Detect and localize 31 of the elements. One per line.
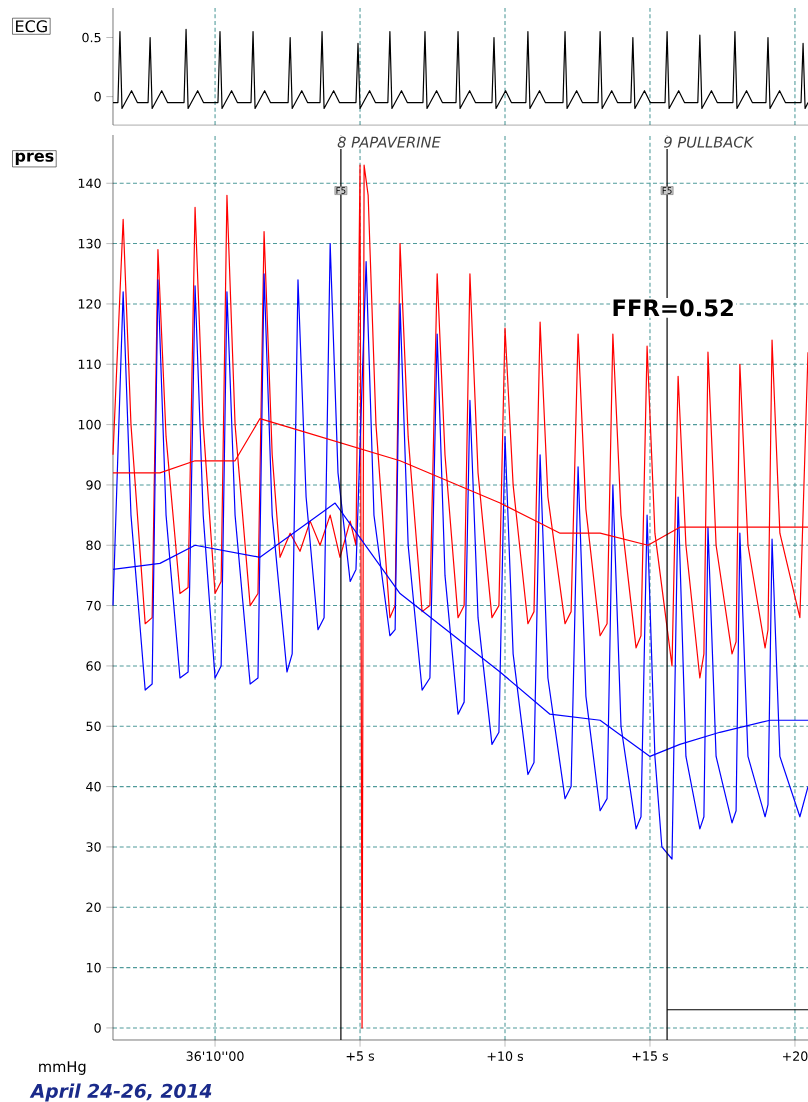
text: April 24-26, 2014: [29, 1083, 212, 1102]
y-tick-label: 0.5: [82, 32, 101, 43]
y-tick-label: 60: [86, 661, 101, 671]
ref-line-label: 8 PAPAVERINE: [337, 136, 441, 148]
x-tick-label: 36'10''00: [186, 1051, 244, 1061]
annotation: F5: [662, 187, 672, 194]
annotation: FFR=0.52: [613, 299, 733, 317]
y-tick-label: 100: [78, 419, 101, 430]
ref-line-label: 9 PULLBACK: [664, 136, 755, 148]
y-tick-label: 0: [94, 91, 101, 102]
y-tick-label: 90: [86, 480, 101, 490]
text: mmHg: [39, 1061, 86, 1075]
y-tick-label: 120: [78, 299, 101, 309]
y-tick-label: 10: [86, 962, 101, 973]
x-tick-label: +5 s: [346, 1051, 375, 1061]
x-tick-label: +15 s: [632, 1051, 669, 1061]
y-axis-title: ECG: [16, 20, 47, 33]
y-tick-label: 130: [78, 238, 101, 249]
y-tick-label: 140: [78, 178, 101, 189]
y-tick-label: 80: [86, 540, 101, 551]
annotation: F5: [336, 187, 346, 194]
y-axis-title: pres: [15, 152, 54, 165]
x-tick-label: +20: [782, 1051, 808, 1061]
y-tick-label: 30: [86, 842, 101, 852]
x-tick-label: +10 s: [487, 1051, 524, 1061]
y-tick-label: 50: [86, 721, 101, 732]
y-tick-label: 70: [86, 600, 101, 611]
y-tick-label: 110: [78, 359, 101, 370]
y-tick-label: 20: [86, 902, 101, 913]
y-tick-label: 40: [86, 781, 101, 792]
y-tick-label: 0: [94, 1023, 101, 1033]
